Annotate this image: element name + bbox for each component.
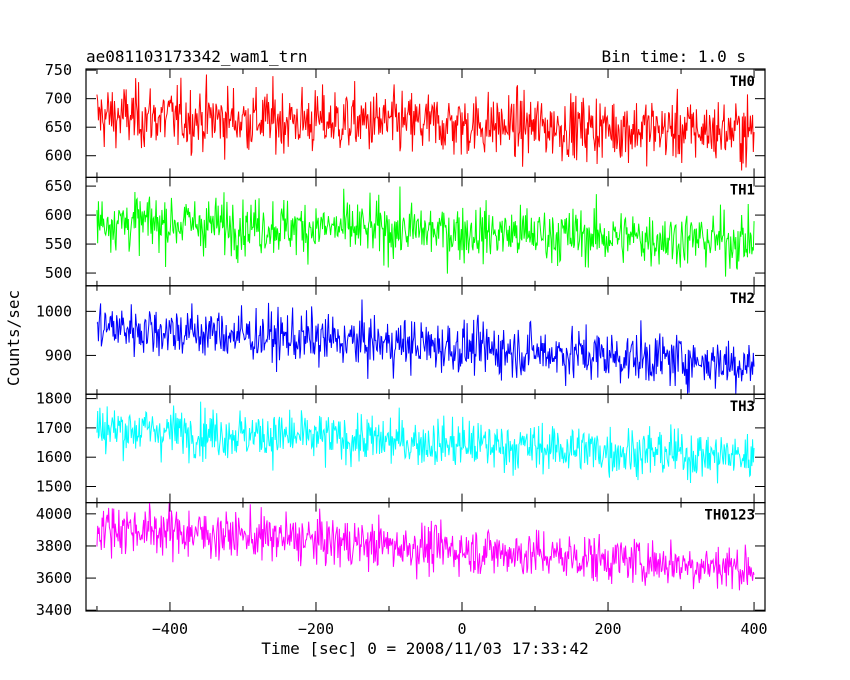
y-tick-label: 4000 (36, 505, 72, 523)
panel-frame-th0123 (85, 502, 766, 612)
panel-label-th0123: TH0123 (704, 508, 755, 524)
y-tick-label: 650 (45, 118, 72, 136)
y-tick-label: 3400 (36, 601, 72, 619)
series-line-th0123 (96, 502, 755, 591)
y-tick-label: 3600 (36, 569, 72, 587)
chart-title: ae081103173342_wam1_trn (86, 47, 308, 66)
panel-label-th1: TH1 (730, 182, 755, 198)
series-line-th2 (96, 299, 755, 395)
x-tick-label: −400 (152, 620, 188, 638)
panel-label-th0: TH0 (730, 74, 755, 90)
series-line-th3 (96, 401, 755, 484)
y-tick-label: 700 (45, 90, 72, 108)
y-tick-label: 1800 (36, 390, 72, 408)
x-tick-label: 200 (594, 620, 621, 638)
y-tick-label: 650 (45, 177, 72, 195)
x-axis-label: Time [sec] 0 = 2008/11/03 17:33:42 (261, 639, 589, 658)
panel-label-th3: TH3 (730, 399, 755, 415)
y-tick-label: 3800 (36, 537, 72, 555)
bin-time-label: Bin time: 1.0 s (602, 47, 747, 66)
y-tick-label: 750 (45, 61, 72, 79)
y-tick-label: 550 (45, 235, 72, 253)
y-axis-label: Counts/sec (4, 290, 23, 386)
series-line-th1 (96, 186, 755, 277)
y-tick-label: 1600 (36, 448, 72, 466)
y-tick-label: 1700 (36, 419, 72, 437)
panels-group: 600 650 700 750 TH0 500 550 600 650 TH1 900 1000 TH2… (36, 61, 768, 638)
y-tick-label: 1500 (36, 477, 72, 495)
panel-frame-th3 (85, 393, 766, 504)
panel-label-th2: TH2 (730, 291, 755, 307)
x-tick-label: 0 (457, 620, 466, 638)
y-tick-label: 900 (45, 346, 72, 364)
y-tick-label: 600 (45, 147, 72, 165)
y-tick-label: 600 (45, 206, 72, 224)
x-tick-label: −200 (298, 620, 334, 638)
series-line-th0 (96, 74, 755, 171)
y-tick-label: 500 (45, 264, 72, 282)
x-tick-label: 400 (741, 620, 768, 638)
y-tick-label: 1000 (36, 302, 72, 320)
